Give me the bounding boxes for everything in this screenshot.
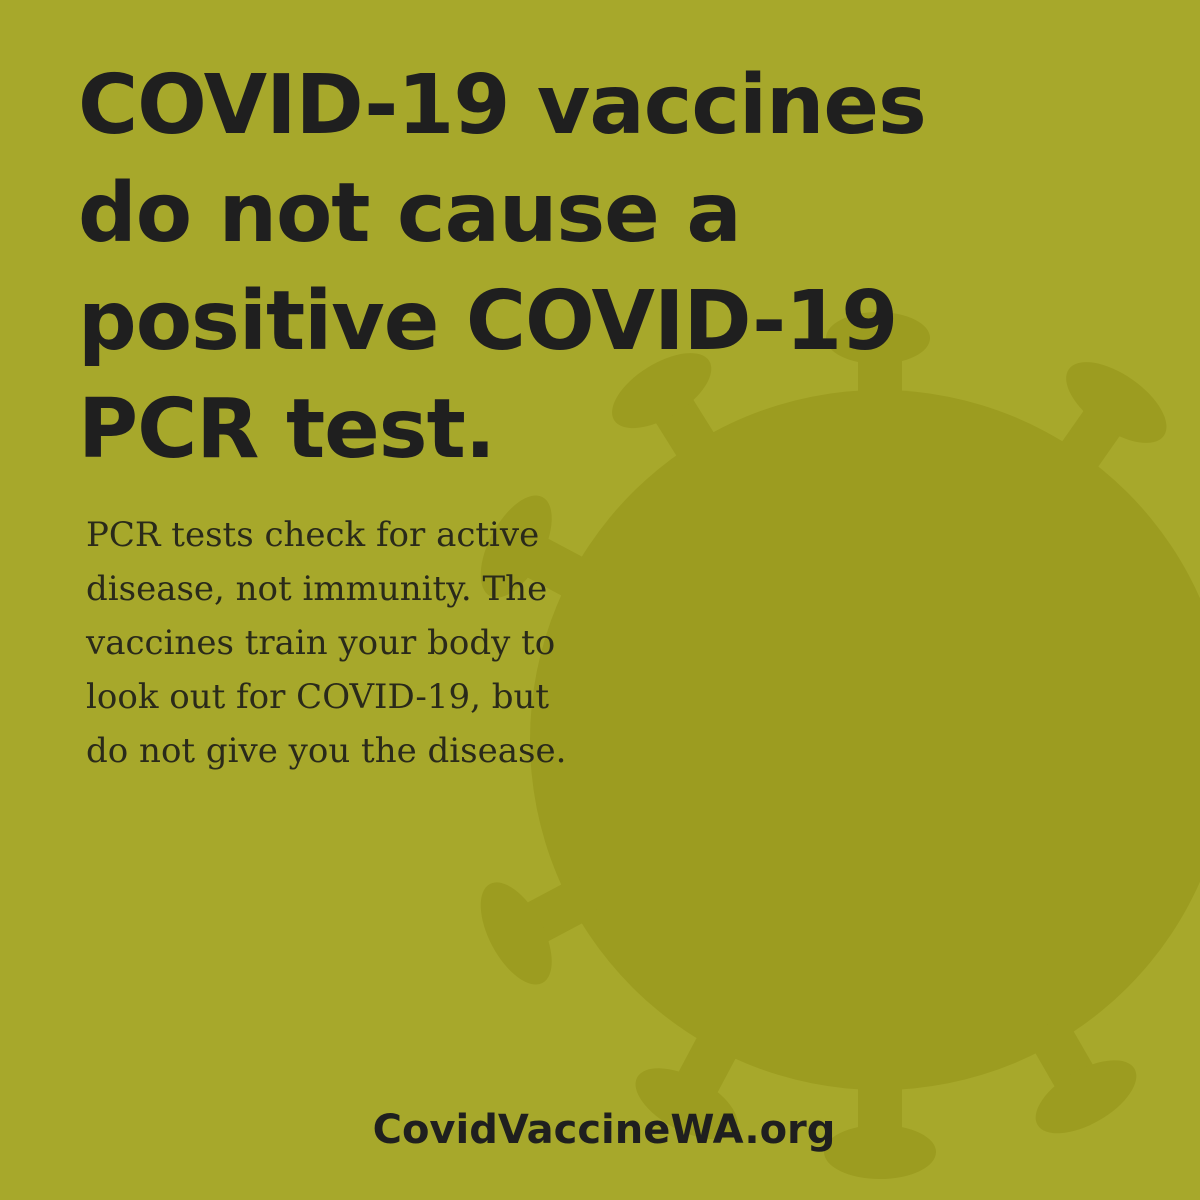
body-line: look out for COVID-19, but — [86, 677, 550, 717]
body-line: vaccines train your body to — [86, 623, 556, 663]
headline-line: COVID-19 vaccines — [78, 58, 927, 153]
body-line: disease, not immunity. The — [86, 569, 548, 609]
website-link[interactable]: CovidVaccineWA.org — [372, 1107, 836, 1153]
body-paragraph: PCR tests check for active disease, not … — [86, 508, 726, 778]
body-line: PCR tests check for active — [86, 515, 540, 555]
body-line: do not give you the disease. — [86, 731, 567, 771]
headline-line: PCR test. — [78, 382, 496, 477]
headline-line: positive COVID-19 — [78, 274, 898, 369]
headline: COVID-19 vaccines do not cause a positiv… — [78, 52, 1078, 484]
headline-line: do not cause a — [78, 166, 742, 261]
